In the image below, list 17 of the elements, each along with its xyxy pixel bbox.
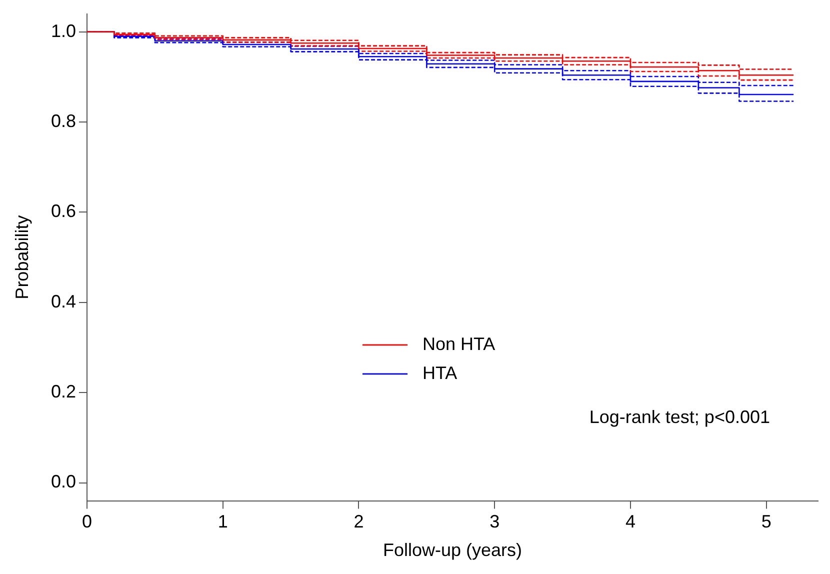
y-tick-label: 0.8 [50,110,76,131]
x-tick-label: 5 [761,512,772,532]
y-tick-label: 0.4 [50,291,76,312]
x-axis-title: Follow-up (years) [382,540,522,560]
x-tick-label: 1 [218,512,228,532]
x-tick-label: 3 [490,512,500,532]
x-tick-label: 4 [625,512,636,532]
x-tick-label: 2 [354,512,364,532]
y-tick-label: 0.6 [50,201,76,222]
y-tick-label: 1.0 [50,20,76,41]
y-axis-title: Probability [12,215,32,300]
x-tick-label: 0 [82,512,92,532]
annotation: Log-rank test; p<0.001 [589,406,770,427]
y-tick-label: 0.0 [50,472,76,492]
legend-label: HTA [422,362,458,383]
legend-label: Non HTA [422,334,496,354]
y-tick-label: 0.2 [50,382,76,402]
